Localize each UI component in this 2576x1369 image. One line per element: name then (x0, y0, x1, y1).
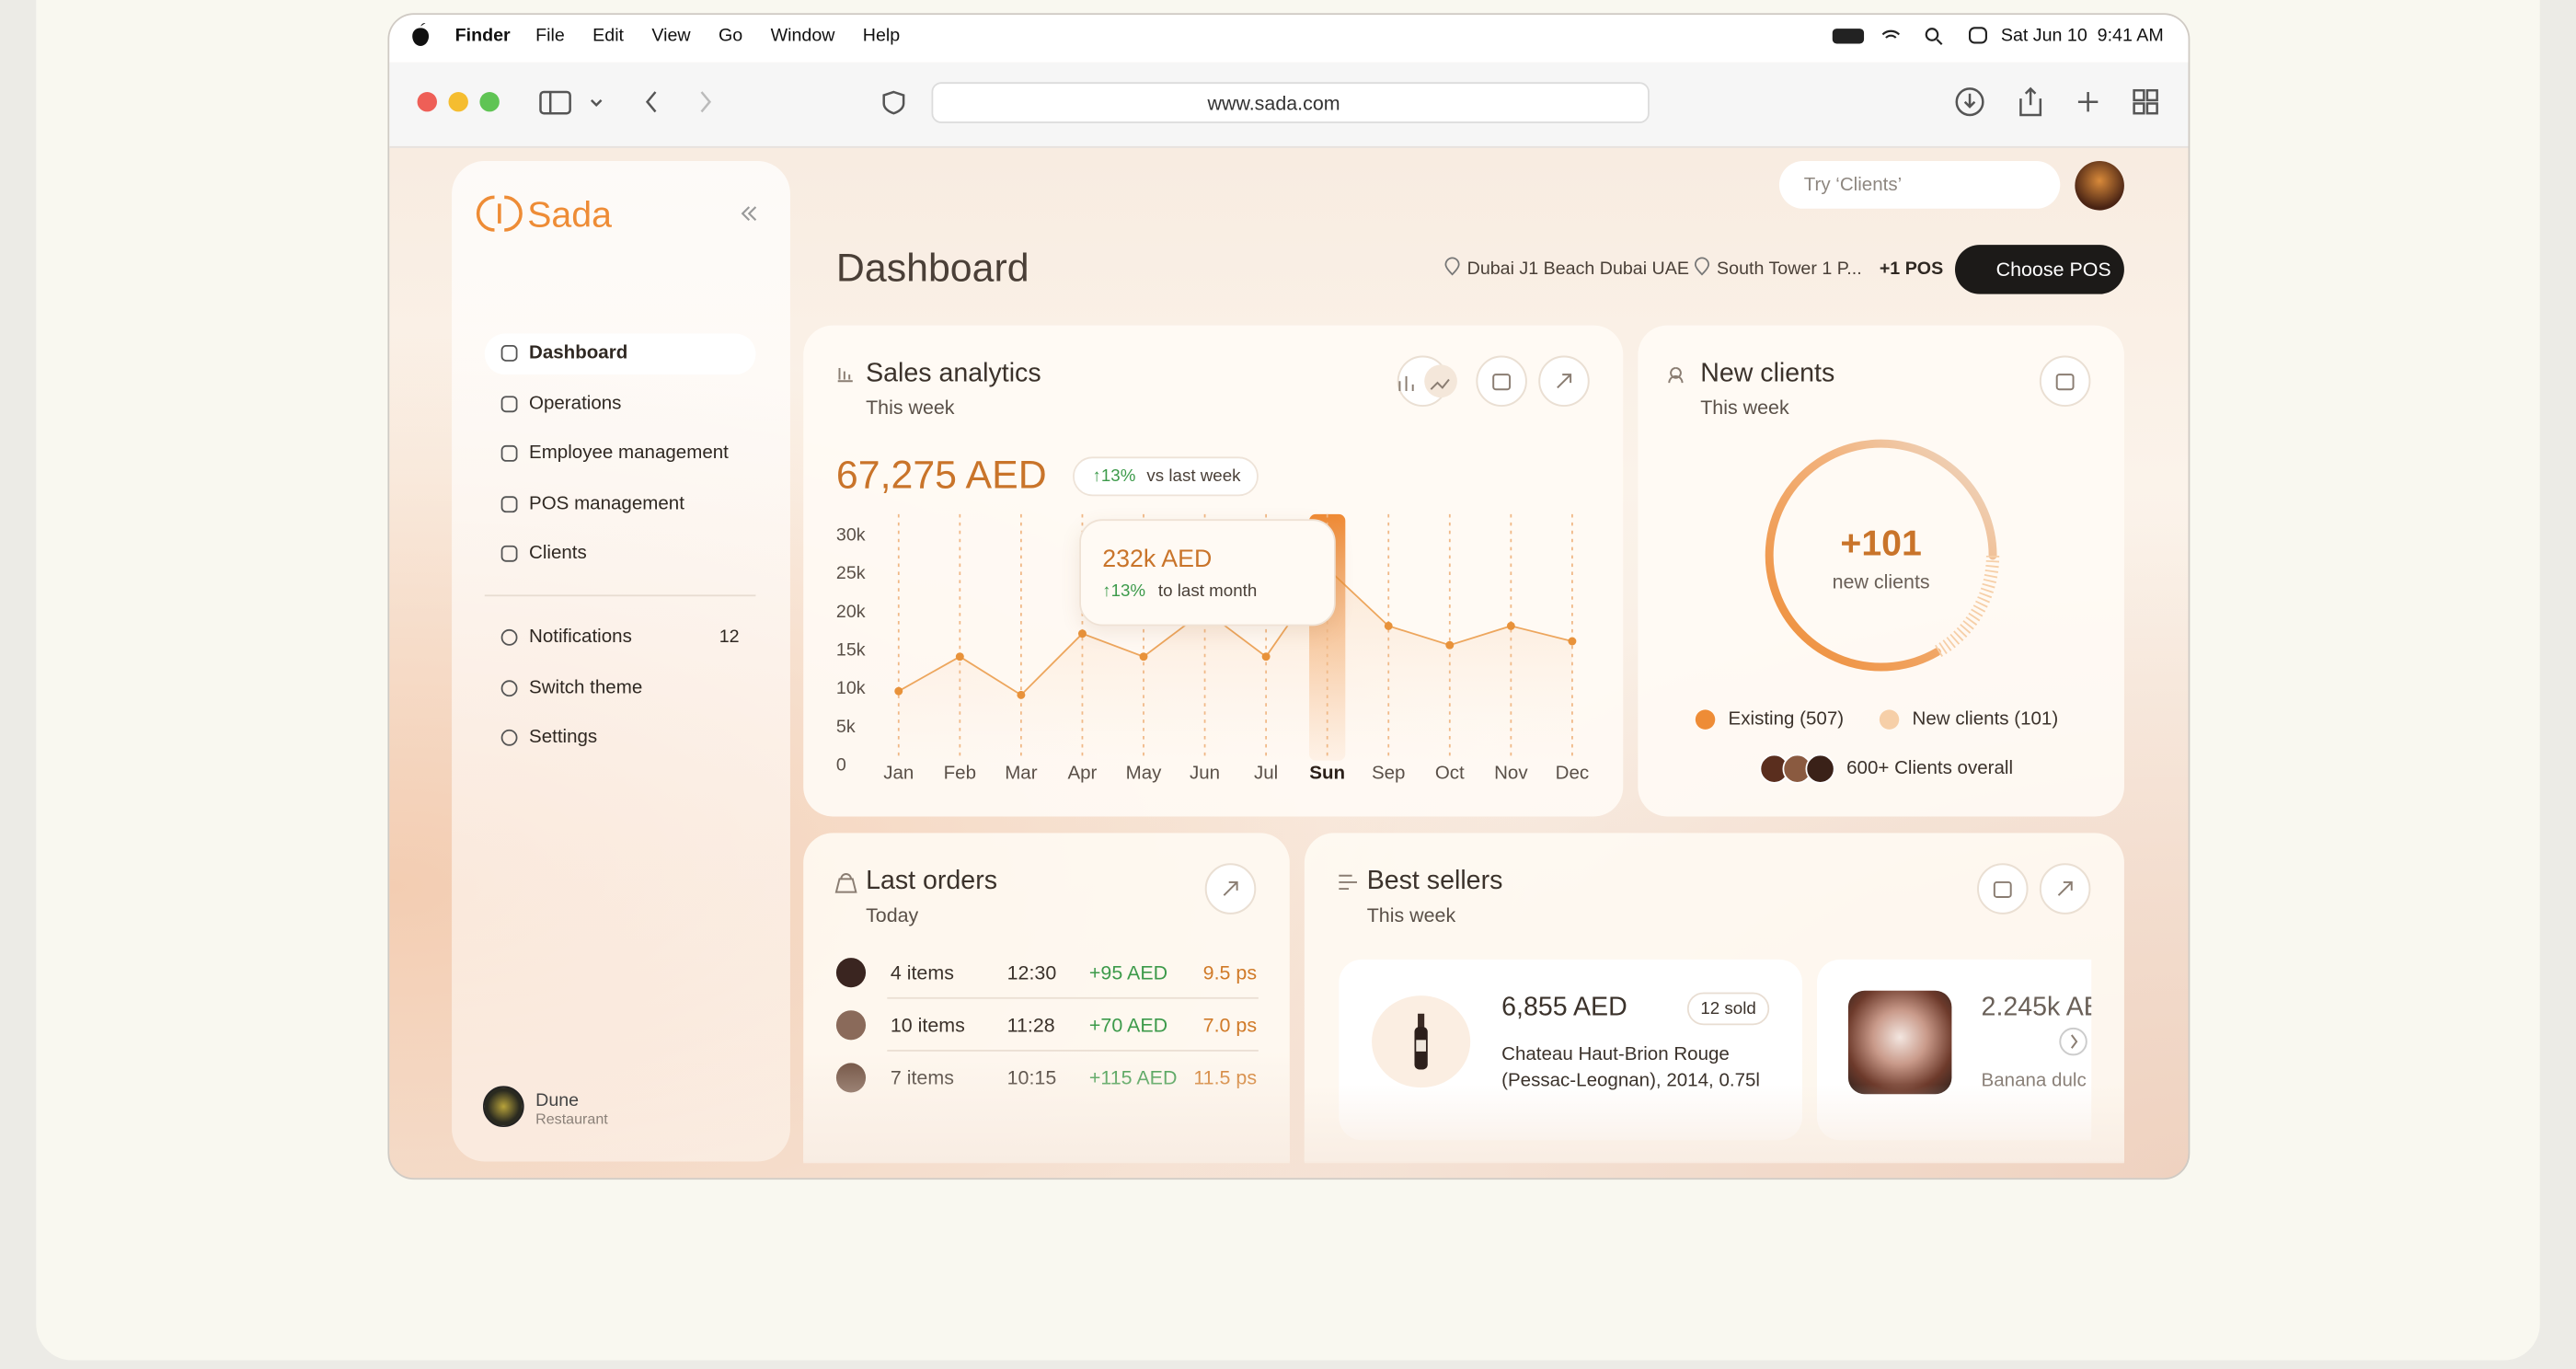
product-price: 6,855 AED (1501, 994, 1627, 1022)
donut-center-value: +101 (1840, 522, 1922, 564)
app-name: Finder (454, 26, 511, 46)
nav-icon (500, 729, 518, 746)
change-badge (1073, 456, 1259, 497)
menu-item[interactable]: Help (862, 26, 901, 46)
nav-item[interactable]: POS management (528, 493, 684, 514)
product-sold: 12 sold (1700, 998, 1756, 1019)
page-title: Dashboard (835, 246, 1029, 292)
datetime: Sat Jun 10 9:41 AM (2000, 26, 2164, 46)
user-avatar[interactable] (2075, 160, 2124, 211)
sales-total: 67,275 AED (835, 453, 1047, 499)
row-divider (887, 996, 1259, 999)
order-portion: 9.5 ps (1202, 961, 1258, 984)
legend-label: New clients (101) (1912, 709, 2059, 730)
account-avatar (482, 1086, 524, 1127)
button-label[interactable]: Choose POS (1995, 258, 2111, 282)
location: Dubai J1 Beach Dubai UAE (1466, 259, 1689, 280)
nav-icon (500, 679, 518, 696)
change-label: vs last week (1146, 466, 1241, 487)
nav-icon (500, 344, 518, 362)
order-avatar (835, 958, 867, 988)
menu-item[interactable]: File (535, 26, 565, 46)
badge: 12 (719, 627, 740, 648)
menu-item[interactable]: Go (718, 26, 743, 46)
account-role: Restaurant (535, 1110, 608, 1127)
card-subtitle: Today (866, 903, 919, 927)
nav-icon (500, 545, 518, 562)
card-title: New clients (1700, 360, 1835, 388)
nav-icon (500, 628, 518, 646)
card-subtitle: This week (1366, 903, 1456, 927)
legend-swatch (1879, 709, 1900, 730)
menubar (389, 15, 2189, 63)
change: ↑13% (1092, 466, 1136, 487)
tooltip-label: to last month (1157, 581, 1258, 602)
order-amount: +70 AED (1088, 1013, 1168, 1037)
order-portion: 7.0 ps (1202, 1013, 1258, 1037)
url-bar[interactable] (931, 82, 1650, 123)
row-divider (887, 1050, 1259, 1052)
card-subtitle: This week (1700, 396, 1789, 420)
menu-item[interactable]: View (651, 26, 691, 46)
nav-icon (500, 495, 518, 512)
product-image (1847, 990, 1952, 1095)
search-placeholder: Try ‘Clients’ (1803, 176, 1903, 196)
menu-item[interactable]: Edit (592, 26, 625, 46)
sold-badge (1686, 992, 1770, 1026)
legend-label: Existing (507) (1728, 709, 1845, 730)
card-title: Best sellers (1366, 867, 1503, 896)
fade (1304, 1084, 2124, 1164)
location: South Tower 1 P... (1717, 259, 1862, 280)
nav-item[interactable]: Settings (528, 728, 598, 748)
brand: Sada (527, 193, 612, 236)
divider (484, 594, 756, 597)
account-name: Dune (535, 1090, 580, 1111)
order-avatar (835, 1010, 867, 1041)
sidebar (452, 160, 790, 1162)
search-box[interactable] (1778, 160, 2061, 209)
nav-item[interactable]: Notifications (528, 627, 632, 648)
order-amount: +95 AED (1088, 961, 1168, 984)
nav-item[interactable]: Employee management (528, 443, 729, 464)
menu-items: File Edit View Go Window Help (535, 23, 900, 50)
clients-footnote: 600+ Clients overall (1846, 758, 2014, 779)
tooltip (1079, 519, 1336, 627)
donut-center-label: new clients (1832, 569, 1930, 593)
client-avatar (1805, 754, 1835, 784)
nav-active (484, 333, 756, 375)
nav-item[interactable]: Dashboard (528, 343, 628, 363)
nav-item[interactable]: Clients (528, 544, 587, 564)
card-subtitle: This week (866, 396, 955, 420)
nav-item[interactable]: Switch theme (528, 677, 643, 698)
order-items: 4 items (890, 961, 954, 984)
order-items: 10 items (890, 1013, 965, 1037)
card-title: Sales analytics (866, 360, 1041, 388)
tooltip-value: 232k AED (1102, 545, 1213, 574)
tooltip-change: ↑13% (1102, 581, 1146, 602)
choose-pos-button[interactable] (1954, 245, 2124, 294)
menu-item[interactable]: Window (770, 26, 835, 46)
order-time: 11:28 (1006, 1013, 1055, 1037)
card-title: Last orders (866, 867, 998, 896)
nav-icon (500, 395, 518, 412)
legend-swatch (1695, 709, 1716, 730)
url: www.sada.com (1207, 91, 1340, 115)
order-time: 12:30 (1006, 961, 1057, 984)
nav-item[interactable]: Operations (528, 393, 622, 414)
nav-icon (500, 444, 518, 462)
fade (803, 1051, 1290, 1164)
product-price: 2.245k AED (1981, 994, 2092, 1022)
extra-pos: +1 POS (1879, 259, 1944, 280)
